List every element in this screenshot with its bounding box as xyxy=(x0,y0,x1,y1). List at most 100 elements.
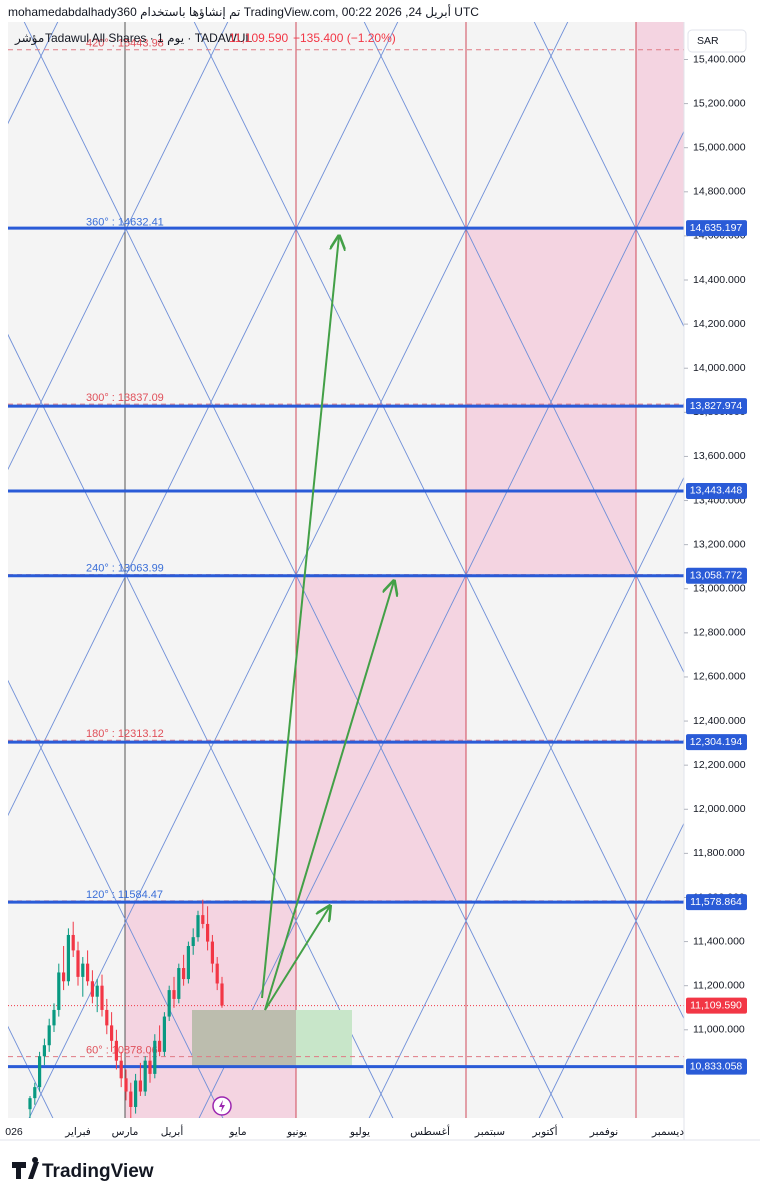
x-tick-label: مايو xyxy=(228,1126,246,1138)
candle-body xyxy=(33,1087,37,1099)
symbol: Tadawul All Shares · 1 يوم · TADAWUL xyxy=(45,31,252,46)
gann-diagonal xyxy=(198,130,684,1118)
gann-diagonal xyxy=(28,22,569,1118)
candle-body xyxy=(105,1009,109,1026)
x-tick-label: يونيو xyxy=(286,1126,307,1138)
candle-body xyxy=(134,1080,138,1107)
y-tick-label: 13,200.000 xyxy=(693,538,746,550)
symbol-type: مؤشر xyxy=(14,31,44,46)
candle-body xyxy=(206,923,210,942)
candle-body xyxy=(196,915,200,938)
gann-label: 420° : 15443.98 xyxy=(86,38,164,50)
candle-body xyxy=(28,1098,32,1110)
x-tick-label: أبريل xyxy=(161,1124,184,1138)
level-label: 13,827.974 xyxy=(690,400,743,412)
gann-diagonal xyxy=(8,22,399,817)
gann-diagonal xyxy=(8,22,229,471)
level-tag xyxy=(686,567,747,584)
candle-body xyxy=(201,915,205,924)
candle-body xyxy=(114,1040,118,1061)
level-tag xyxy=(686,894,747,911)
brand: TradingView xyxy=(42,1161,154,1182)
legend-change: −135.400 (−1.20%) xyxy=(293,31,396,45)
level-label: 11,578.864 xyxy=(690,896,742,908)
gann-diagonal xyxy=(533,22,684,328)
gann-diagonal xyxy=(8,333,394,1118)
overlay xyxy=(8,899,684,1118)
gann-label: 60° : 10878.06 xyxy=(86,1045,158,1057)
candle-body xyxy=(220,983,224,1006)
candle-body xyxy=(86,963,90,982)
candle-body xyxy=(119,1060,123,1079)
gann-label: 180° : 12313.12 xyxy=(86,728,164,740)
x-tick-label: أكتوبر xyxy=(531,1124,557,1138)
currency: SAR xyxy=(697,35,719,47)
y-tick-label: 14,200.000 xyxy=(693,318,746,330)
arrows xyxy=(261,236,394,1011)
candle-body xyxy=(124,1078,128,1092)
gann-label: 120° : 11584.47 xyxy=(86,889,163,901)
candle-body xyxy=(71,934,75,951)
candle-body xyxy=(90,981,94,997)
candle-body xyxy=(191,937,195,946)
gann-diagonal xyxy=(8,679,224,1118)
candle-body xyxy=(138,1080,142,1092)
gann-diagonal xyxy=(693,0,760,1200)
candle-body xyxy=(57,972,61,1010)
candle-body xyxy=(42,1045,46,1057)
candle-body xyxy=(100,985,104,1010)
gann-label: 300° : 13837.09 xyxy=(86,392,164,404)
candle-body xyxy=(66,934,70,982)
y-tick-label: 12,000.000 xyxy=(693,803,746,815)
gann-diagonal xyxy=(23,22,564,1118)
last-price-tag xyxy=(686,997,747,1014)
arrow xyxy=(264,906,330,1011)
x-tick-label: فبراير xyxy=(64,1126,91,1138)
y-tick-label: 11,200.000 xyxy=(693,979,745,991)
event-icon-bolt xyxy=(219,1100,225,1112)
y-tick-label: 15,000.000 xyxy=(693,141,746,153)
x-tick-label: نوفمبر xyxy=(589,1126,618,1138)
x-tick-label: مارس xyxy=(112,1126,139,1138)
level-tag xyxy=(686,1058,747,1075)
candle-body xyxy=(38,1056,42,1088)
candle-body xyxy=(177,968,181,999)
y-tick-label: 12,200.000 xyxy=(693,759,746,771)
candle-body xyxy=(62,972,66,982)
candle-body xyxy=(110,1025,114,1041)
gann-diagonal xyxy=(368,476,684,1118)
candle-body xyxy=(158,1040,162,1052)
y-tick-label: 11,000.000 xyxy=(693,1024,745,1036)
x-tick-label: 026 xyxy=(5,1126,23,1138)
level-tag xyxy=(686,398,747,415)
x-tick-label: ديسمبر xyxy=(651,1126,684,1138)
candle-body xyxy=(143,1060,147,1092)
candle-body xyxy=(47,1025,51,1046)
y-tick-label: 15,200.000 xyxy=(693,97,746,109)
candle-body xyxy=(76,950,80,977)
pink-zone xyxy=(636,22,684,229)
y-tick-label: 14,000.000 xyxy=(693,362,746,374)
gann-diagonal xyxy=(193,22,684,1020)
y-tick-label: 14,800.000 xyxy=(693,186,746,198)
header: mohamedabdalhady360 تم إنشاؤها باستخدام … xyxy=(8,4,479,20)
gann-diagonal xyxy=(538,822,684,1118)
brand-logo xyxy=(12,1157,39,1179)
y-tick-label: 13,000.000 xyxy=(693,583,746,595)
legend-price: 11,109.590 xyxy=(229,31,288,45)
y-tick-label: 15,400.000 xyxy=(693,53,746,65)
gann-label: 240° : 13063.99 xyxy=(86,563,164,575)
currency-box[interactable] xyxy=(687,29,747,53)
y-tick-label: 13,600.000 xyxy=(693,450,746,462)
candle-body xyxy=(81,963,85,977)
y-tick-label: 11,800.000 xyxy=(693,847,745,859)
target-box-overlap xyxy=(192,1010,296,1067)
x-tick-label: يوليو xyxy=(349,1126,370,1138)
level-label: 10,833.058 xyxy=(690,1060,743,1072)
level-label: 12,304.194 xyxy=(690,736,743,748)
y-tick-label: 14,400.000 xyxy=(693,274,746,286)
x-tick-label: سبتمبر xyxy=(474,1126,505,1138)
